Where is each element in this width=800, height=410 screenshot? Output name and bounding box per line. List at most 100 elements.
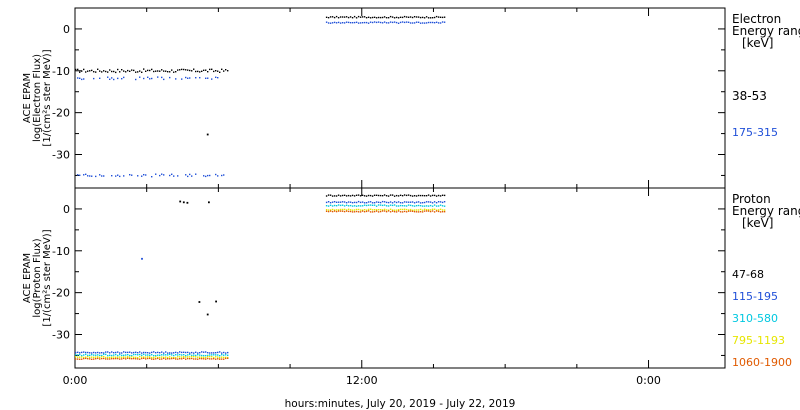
data-point — [429, 210, 432, 213]
data-point — [367, 201, 370, 203]
data-point — [341, 16, 344, 18]
y-tick-label: -10 — [52, 65, 70, 78]
data-point — [207, 354, 209, 357]
data-point — [125, 358, 127, 360]
data-point — [193, 68, 195, 70]
data-point — [335, 205, 338, 207]
data-point — [439, 204, 442, 206]
data-point — [355, 194, 358, 196]
data-point — [157, 70, 159, 72]
data-point — [149, 69, 151, 72]
data-point — [433, 208, 436, 210]
data-point — [333, 210, 336, 212]
data-point — [95, 175, 97, 178]
data-point — [183, 356, 185, 358]
data-point — [427, 201, 430, 203]
data-point — [401, 195, 404, 197]
data-point — [215, 300, 217, 303]
data-point — [107, 356, 109, 359]
data-point — [417, 209, 420, 211]
data-point — [89, 356, 91, 358]
y-tick-label: 0 — [63, 203, 70, 216]
data-point — [175, 71, 177, 73]
data-point — [83, 356, 85, 359]
data-point — [423, 210, 426, 212]
data-point — [401, 205, 404, 207]
data-point — [77, 358, 79, 360]
data-point — [349, 201, 352, 203]
data-point — [155, 356, 157, 358]
data-point — [99, 354, 101, 357]
x-axis-title: hours:minutes, July 20, 2019 - July 22, … — [285, 398, 516, 410]
data-point — [89, 358, 91, 360]
data-point — [417, 21, 420, 23]
data-point — [143, 351, 145, 354]
data-point — [357, 15, 360, 18]
axis-text-layer: 0 -10 -20 -30 ACE EPAMlog(Electron Flux)[1/(… — [22, 12, 800, 387]
data-point — [389, 208, 392, 210]
data-point — [181, 351, 183, 354]
data-point — [225, 356, 227, 359]
data-point — [149, 356, 151, 358]
data-point — [415, 205, 418, 207]
data-point — [197, 358, 199, 360]
data-point — [117, 356, 119, 358]
data-point — [137, 358, 139, 360]
data-point — [123, 175, 125, 177]
data-point — [139, 355, 141, 358]
data-point — [109, 358, 111, 360]
data-point — [93, 358, 95, 360]
data-point — [441, 21, 444, 23]
data-point — [337, 21, 340, 24]
data-point — [79, 352, 81, 354]
data-point — [343, 22, 346, 24]
data-point — [209, 354, 211, 356]
data-point — [391, 194, 394, 196]
data-point — [105, 70, 107, 73]
data-point — [365, 202, 368, 204]
data-point — [191, 175, 193, 177]
data-point — [145, 354, 147, 356]
data-point — [379, 201, 382, 204]
data-point — [391, 204, 394, 207]
data-point — [363, 16, 366, 18]
data-point — [377, 21, 380, 23]
data-point — [363, 21, 366, 24]
data-point — [161, 76, 163, 79]
data-point — [169, 352, 171, 354]
data-point — [357, 208, 360, 211]
data-point — [365, 210, 368, 213]
data-point — [399, 211, 402, 213]
data-point — [151, 351, 153, 354]
y-tick-label: -30 — [52, 329, 70, 342]
data-point — [211, 78, 213, 80]
data-point — [429, 201, 432, 203]
data-point — [175, 78, 177, 80]
data-point — [189, 352, 191, 354]
data-point — [335, 201, 338, 203]
data-point — [325, 201, 328, 204]
data-point — [369, 201, 372, 203]
data-point — [157, 354, 159, 356]
data-point — [179, 356, 181, 358]
data-point — [99, 174, 101, 176]
data-point — [97, 356, 99, 358]
data-point — [409, 194, 412, 197]
data-point — [375, 17, 378, 19]
data-point — [147, 76, 149, 78]
data-point — [429, 17, 432, 19]
data-point — [123, 357, 125, 360]
data-point — [195, 77, 197, 79]
data-point — [155, 354, 157, 357]
data-point — [349, 204, 352, 207]
data-point — [407, 201, 410, 203]
data-point — [425, 195, 428, 197]
data-point — [85, 356, 87, 358]
data-point — [135, 351, 137, 353]
legend-title-line: Energy ranges — [732, 204, 800, 218]
data-point — [181, 78, 183, 80]
data-point — [139, 358, 141, 360]
data-point — [393, 204, 396, 206]
data-point — [383, 194, 386, 196]
data-point — [399, 16, 402, 18]
